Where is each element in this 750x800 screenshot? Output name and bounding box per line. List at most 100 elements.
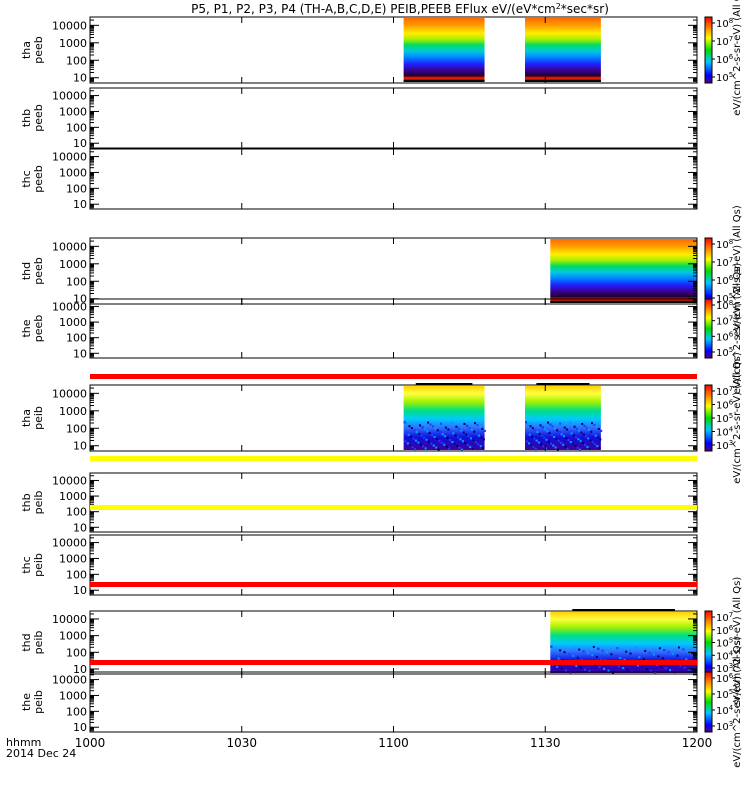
speckle-tha_peib-0-47 [435,446,438,449]
speckle-tha_peib-0-83 [461,448,464,451]
speckle-tha_peib-0-50 [444,435,447,438]
panel-the_peeb: 10000 1000 100 10 the peeb 108 107 106 105eV/(cm^… [20,263,743,395]
y-tick-label-tha_peib-0: 10000 [52,387,87,400]
speckle-tha_peib-0-42 [447,428,450,431]
speckle-tha_peib-1-82 [550,434,553,437]
speckle-thd_peib-0-77 [622,667,625,670]
y-tick-label-thb_peib-2: 100 [66,506,87,519]
y-tick-label-tha_peeb-0: 10000 [52,19,87,32]
quality-flag-bar-thd_peib [90,582,697,587]
y-tick-label-the_peeb-2: 100 [66,332,87,345]
speckle-thd_peib-0-41 [575,664,578,667]
speckle-tha_peib-1-96 [564,445,567,448]
speckle-tha_peib-0-118 [457,436,460,439]
speckle-tha_peib-0-138 [408,425,411,428]
panel-label-probe-thc_peib: thc [20,556,33,573]
speckle-tha_peib-0-101 [433,435,436,438]
speckle-tha_peib-0-40 [468,426,471,429]
colorbar-tick-label-the_peib-2: 104 [716,704,734,717]
speckle-tha_peib-0-127 [483,429,486,432]
speckle-tha_peib-0-64 [458,446,461,449]
speckle-tha_peib-1-49 [534,448,537,451]
x-tick-label-2: 1100 [378,736,409,750]
speckle-tha_peib-1-138 [529,425,532,428]
y-tick-label-thd_peeb-0: 10000 [52,240,87,253]
speckle-tha_peib-0-45 [456,444,459,447]
speckle-tha_peib-1-86 [587,437,590,440]
speckle-thd_peib-0-44 [591,654,594,657]
y-tick-label-thd_peib-1: 1000 [59,630,87,643]
speckle-tha_peib-0-75 [464,442,467,445]
speckle-tha_peib-1-106 [541,426,544,429]
y-tick-label-the_peib-3: 10 [73,721,87,734]
y-tick-label-tha_peeb-3: 10 [73,72,87,85]
speckle-tha_peib-1-59 [587,428,590,431]
speckle-tha_peib-1-62 [596,445,599,448]
speckle-thd_peib-0-57 [563,651,566,654]
colorbar-the_peib [704,671,713,733]
x-tick-label-1: 1030 [226,736,257,750]
speckle-tha_peib-0-123 [444,426,447,429]
speckle-thd_peib-0-129 [657,655,660,658]
panel-frame-the_peib [89,671,698,733]
colorbar-tick-label-thd_peib-2: 105 [716,637,733,650]
y-tick-label-thc_peeb-2: 100 [66,182,87,195]
speckle-tha_peib-1-75 [581,442,584,445]
figure-title: P5, P1, P2, P3, P4 (TH-A,B,C,D,E) PEIB,P… [191,2,609,16]
speckle-tha_peib-1-40 [585,426,588,429]
colorbar-thd_peeb [704,237,713,305]
spectrogram-block-tha_peeb-0 [403,18,485,82]
speckle-tha_peib-0-135 [480,436,483,439]
speckle-tha_peib-0-114 [418,432,421,435]
speckle-tha_peib-0-82 [431,434,434,437]
speckle-tha_peib-0-80 [452,432,455,435]
speckle-thd_peib-0-134 [635,646,638,649]
speckle-tha_peib-1-102 [581,422,584,425]
speckle-tha_peib-1-108 [597,427,600,430]
x-axis-label-line1: hhmm [6,736,41,749]
colorbar-tick-label-the_peib-1: 105 [716,688,733,701]
speckle-tha_peib-1-71 [545,438,548,441]
speckle-thd_peib-0-110 [652,653,655,656]
speckle-thd_peib-0-94 [664,667,667,670]
speckle-tha_peib-0-112 [439,431,442,434]
panel-thd_peeb: 10000 1000 100 10 thd peeb 108 107 106 105eV/(cm^… [20,205,743,337]
bottom-marker-thd_peeb-0 [550,301,697,303]
speckle-thd_peib-0-91 [648,651,651,654]
speckle-thd_peib-0-93 [610,653,613,656]
speckle-tha_peib-0-88 [448,439,451,442]
bottom-marker-tha_peeb-0 [403,80,485,82]
colorbar-label-the_peib: eV/(cm^2-s-sr-eV) (All Qs) [732,636,743,768]
speckle-tha_peib-1-47 [554,446,557,449]
speckle-tha_peib-0-128 [432,444,435,447]
speckle-thd_peib-0-126 [641,666,644,669]
panel-thc_peeb: 10000 1000 100 10 thc peeb [20,148,698,211]
speckle-tha_peib-1-119 [527,423,530,426]
speckle-tha_peib-0-96 [445,445,448,448]
panel-label-probe-tha_peib: tha [20,409,33,427]
speckle-tha_peib-0-117 [427,421,430,424]
spectrogram-block-tha_peeb-1 [525,18,601,82]
speckle-thd_peib-0-108 [691,652,694,655]
speckle-tha_peib-1-135 [597,436,600,439]
spectrogram-block-thd_peeb-0 [550,239,697,303]
speckle-tha_peib-1-64 [576,446,579,449]
speckle-tha_peib-0-70 [476,424,479,427]
speckle-tha_peib-0-99 [454,434,457,437]
y-tick-label-thb_peib-1: 1000 [59,490,87,503]
speckle-thd_peib-0-45 [645,668,648,671]
panel-label-probe-tha_peeb: tha [20,41,33,59]
speckle-thd_peib-0-80 [638,656,641,659]
colorbar-tick-label-the_peeb-1: 107 [716,315,733,328]
speckle-thd_peib-0-68 [573,646,576,649]
y-tick-label-the_peeb-0: 10000 [52,300,87,313]
speckle-tha_peib-0-65 [407,433,410,436]
y-tick-label-thd_peib-2: 100 [66,646,87,659]
speckle-thd_peib-0-124 [679,664,682,667]
speckle-thd_peib-0-113 [669,669,672,672]
speckle-tha_peib-1-42 [565,428,568,431]
speckle-tha_peib-1-80 [570,432,573,435]
speckle-tha_peib-0-106 [421,426,424,429]
speckle-tha_peib-0-73 [404,440,407,443]
